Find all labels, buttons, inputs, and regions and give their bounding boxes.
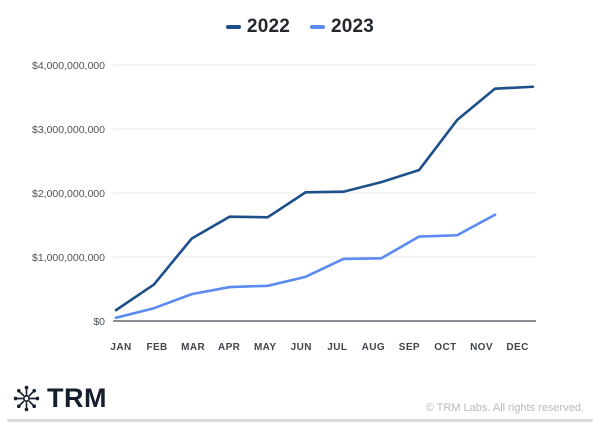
footer: TRM © TRM Labs. All rights reserved. bbox=[0, 378, 600, 416]
x-axis-month-label: DEC bbox=[506, 342, 528, 353]
x-axis-month-label: MAY bbox=[254, 342, 277, 353]
y-axis-tick-label: $4,000,000,000 bbox=[32, 60, 105, 72]
x-axis-month-label: SEP bbox=[399, 342, 420, 353]
legend-label-2022: 2022 bbox=[246, 16, 290, 37]
trm-logo: TRM bbox=[13, 385, 107, 412]
y-axis-tick-label: $0 bbox=[93, 316, 105, 328]
x-axis-month-label: JAN bbox=[110, 342, 131, 353]
series-line-2022 bbox=[114, 85, 535, 312]
legend-item-2023[interactable]: 2023 bbox=[310, 16, 374, 38]
brand-name: TRM bbox=[47, 383, 107, 413]
legend-swatch-2022 bbox=[225, 24, 241, 30]
chart-legend: 2022 2023 bbox=[0, 16, 600, 38]
x-axis-month-label: MAR bbox=[181, 342, 205, 353]
footer-divider bbox=[7, 419, 593, 422]
x-axis-month-label: OCT bbox=[434, 342, 456, 353]
series-line-2023 bbox=[114, 213, 497, 320]
y-axis-tick-label: $2,000,000,000 bbox=[32, 188, 105, 200]
x-axis-month-label: FEB bbox=[146, 342, 167, 353]
x-axis-month-label: JUL bbox=[327, 342, 347, 353]
y-axis-tick-label: $1,000,000,000 bbox=[32, 252, 105, 264]
x-axis-month-label: NOV bbox=[470, 342, 493, 353]
y-axis-tick-label: $3,000,000,000 bbox=[32, 124, 105, 136]
x-axis-month-label: APR bbox=[218, 342, 241, 353]
x-axis-month-label: JUN bbox=[291, 342, 312, 353]
copyright-text: © TRM Labs. All rights reserved. bbox=[425, 402, 584, 414]
legend-label-2023: 2023 bbox=[331, 16, 375, 37]
trm-snowflake-icon bbox=[13, 385, 40, 412]
x-axis-month-label: AUG bbox=[362, 342, 385, 353]
legend-item-2022[interactable]: 2022 bbox=[225, 16, 290, 38]
legend-swatch-2023 bbox=[310, 24, 325, 30]
